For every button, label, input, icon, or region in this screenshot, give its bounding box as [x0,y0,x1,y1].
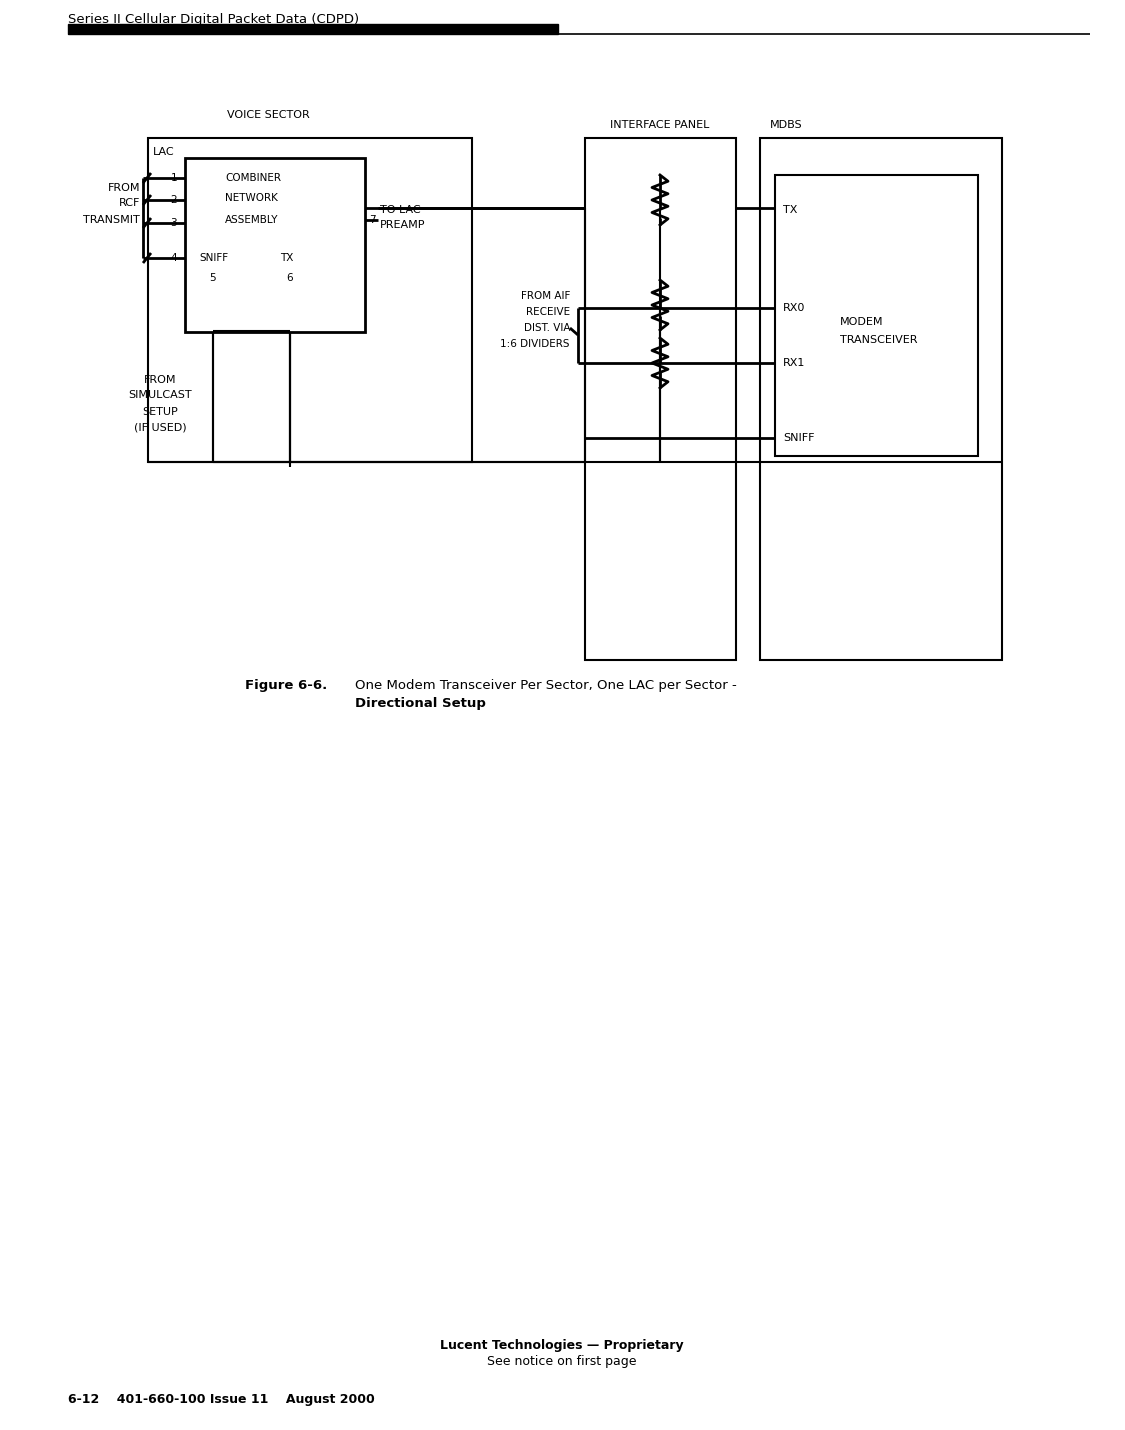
Text: Figure 6-6.: Figure 6-6. [245,679,327,692]
Text: Lucent Technologies — Proprietary: Lucent Technologies — Proprietary [440,1338,684,1351]
FancyBboxPatch shape [184,157,364,332]
Text: SNIFF: SNIFF [199,253,228,263]
Text: FROM AIF: FROM AIF [521,290,570,300]
Text: SETUP: SETUP [142,408,178,418]
Text: FROM: FROM [144,375,177,385]
Text: DIST. VIA: DIST. VIA [523,323,570,333]
Text: See notice on first page: See notice on first page [487,1356,637,1369]
Text: NETWORK: NETWORK [225,193,278,203]
Text: LAC: LAC [153,147,174,157]
Text: 1: 1 [170,173,177,183]
Text: ASSEMBLY: ASSEMBLY [225,214,279,225]
Text: VOICE SECTOR: VOICE SECTOR [226,110,309,120]
Text: TRANSCEIVER: TRANSCEIVER [840,335,918,345]
Text: 6-12    401-660-100 Issue 11    August 2000: 6-12 401-660-100 Issue 11 August 2000 [68,1393,375,1407]
Text: TX: TX [783,204,798,214]
Text: PREAMP: PREAMP [380,220,425,230]
Text: INTERFACE PANEL: INTERFACE PANEL [610,120,710,130]
Text: MDBS: MDBS [770,120,802,130]
FancyBboxPatch shape [775,174,978,456]
Text: Series II Cellular Digital Packet Data (CDPD): Series II Cellular Digital Packet Data (… [68,13,359,27]
Text: FROM: FROM [108,183,140,193]
Text: RX0: RX0 [783,303,806,313]
FancyBboxPatch shape [148,139,472,462]
Text: RX1: RX1 [783,358,806,368]
Text: One Modem Transceiver Per Sector, One LAC per Sector -: One Modem Transceiver Per Sector, One LA… [356,679,737,692]
Text: (IF USED): (IF USED) [134,423,187,433]
Text: TX: TX [280,253,294,263]
Text: 1:6 DIVIDERS: 1:6 DIVIDERS [501,339,570,349]
Text: RECEIVE: RECEIVE [525,307,570,317]
Text: COMBINER: COMBINER [225,173,281,183]
Bar [68,24,558,34]
Text: 7: 7 [369,214,376,225]
Text: 6: 6 [287,273,294,283]
Text: TRANSMIT: TRANSMIT [83,214,140,225]
FancyBboxPatch shape [760,139,1002,661]
Text: 5: 5 [209,273,216,283]
Text: 4: 4 [170,253,177,263]
Text: 2: 2 [170,194,177,204]
FancyBboxPatch shape [585,139,736,661]
Text: SIMULCAST: SIMULCAST [128,390,191,400]
Text: 3: 3 [170,217,177,227]
Text: SNIFF: SNIFF [783,433,814,443]
Text: TO LAC: TO LAC [380,204,421,214]
Text: Directional Setup: Directional Setup [356,696,486,711]
Text: RCF: RCF [118,197,140,207]
Text: MODEM: MODEM [840,317,883,327]
